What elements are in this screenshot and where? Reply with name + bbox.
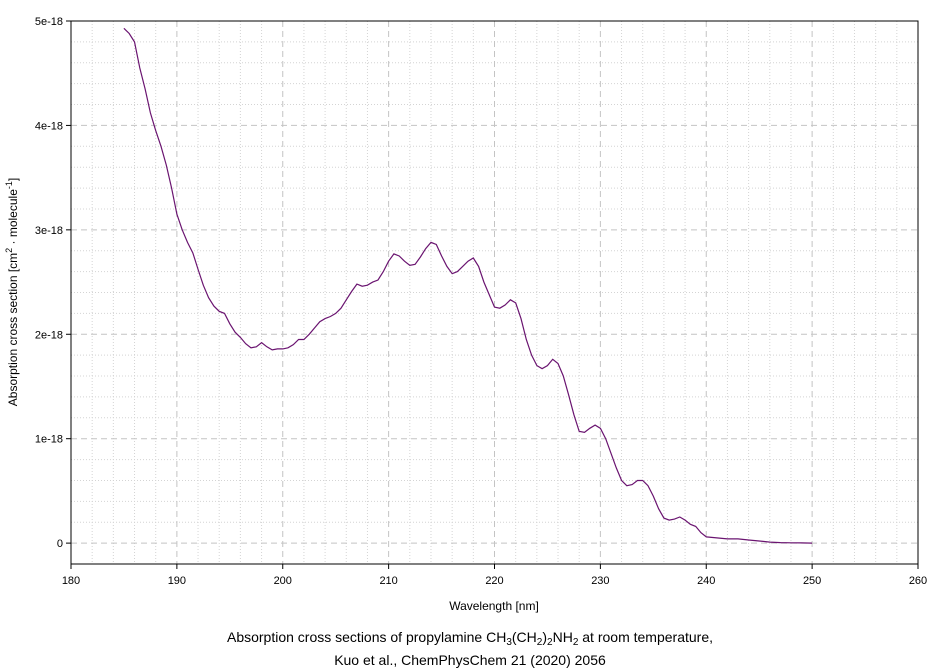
x-axis-title: Wavelength [nm]	[449, 599, 539, 613]
x-tick-label: 200	[274, 575, 292, 587]
x-tick-label: 190	[168, 575, 186, 587]
x-tick-label: 260	[909, 575, 927, 587]
x-tick-label: 250	[803, 575, 821, 587]
caption-line-2: Kuo et al., ChemPhysChem 21 (2020) 2056	[334, 652, 606, 668]
series-line	[123, 27, 813, 544]
tick-marks	[66, 20, 919, 569]
y-tick-label: 4e-18	[35, 120, 63, 132]
x-tick-label: 240	[697, 575, 715, 587]
x-tick-label: 210	[379, 575, 397, 587]
caption-line-1: Absorption cross sections of propylamine…	[226, 629, 713, 648]
x-tick-label: 220	[485, 575, 503, 587]
absorption-chart: 180 190 200 210 220 230 240 250 260 0 1e-18 2e-18 3…	[4, 16, 927, 613]
x-tick-labels: 180 190 200 210 220 230 240 250 260	[62, 575, 927, 587]
y-tick-label: 1e-18	[35, 434, 63, 446]
y-tick-label: 3e-18	[35, 225, 63, 237]
x-tick-label: 180	[62, 575, 80, 587]
grid	[71, 21, 918, 564]
y-tick-label: 5e-18	[35, 16, 63, 28]
y-axis-title: Absorption cross section [cm2 · molecule…	[4, 178, 20, 406]
x-tick-label: 230	[591, 575, 609, 587]
y-tick-label: 0	[57, 538, 63, 550]
y-tick-labels: 0 1e-18 2e-18 3e-18 4e-18 5e-18	[35, 16, 63, 550]
y-tick-label: 2e-18	[35, 329, 63, 341]
